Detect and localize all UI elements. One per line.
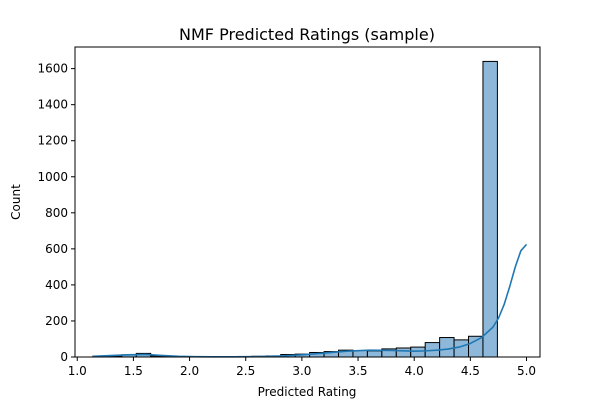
y-tick-label: 1600: [37, 62, 68, 76]
x-tick-label: 2.0: [180, 364, 199, 378]
y-tick-label: 400: [45, 278, 68, 292]
x-tick-label: 3.5: [348, 364, 367, 378]
y-tick-label: 800: [45, 206, 68, 220]
x-tick-label: 1.5: [124, 364, 143, 378]
x-tick-label: 3.0: [292, 364, 311, 378]
y-axis-label: Count: [9, 184, 23, 220]
histogram-bar: [483, 61, 497, 357]
y-tick-label: 0: [60, 350, 68, 364]
histogram-bar: [440, 338, 454, 357]
y-tick-label: 1200: [37, 134, 68, 148]
x-tick-label: 4.5: [461, 364, 480, 378]
histogram-bar: [396, 348, 410, 357]
y-tick-label: 600: [45, 242, 68, 256]
y-tick-label: 200: [45, 314, 68, 328]
x-tick-label: 4.0: [405, 364, 424, 378]
histogram-bar: [367, 351, 381, 357]
y-tick-label: 1000: [37, 170, 68, 184]
x-tick-label: 1.0: [68, 364, 87, 378]
histogram-bar: [469, 336, 483, 357]
x-tick-label: 5.0: [517, 364, 536, 378]
histogram-bar: [411, 347, 425, 357]
chart-title: NMF Predicted Ratings (sample): [179, 25, 435, 44]
x-axis-label: Predicted Rating: [258, 385, 357, 399]
x-tick-label: 2.5: [236, 364, 255, 378]
y-tick-label: 1400: [37, 98, 68, 112]
histogram-bar: [454, 340, 468, 357]
